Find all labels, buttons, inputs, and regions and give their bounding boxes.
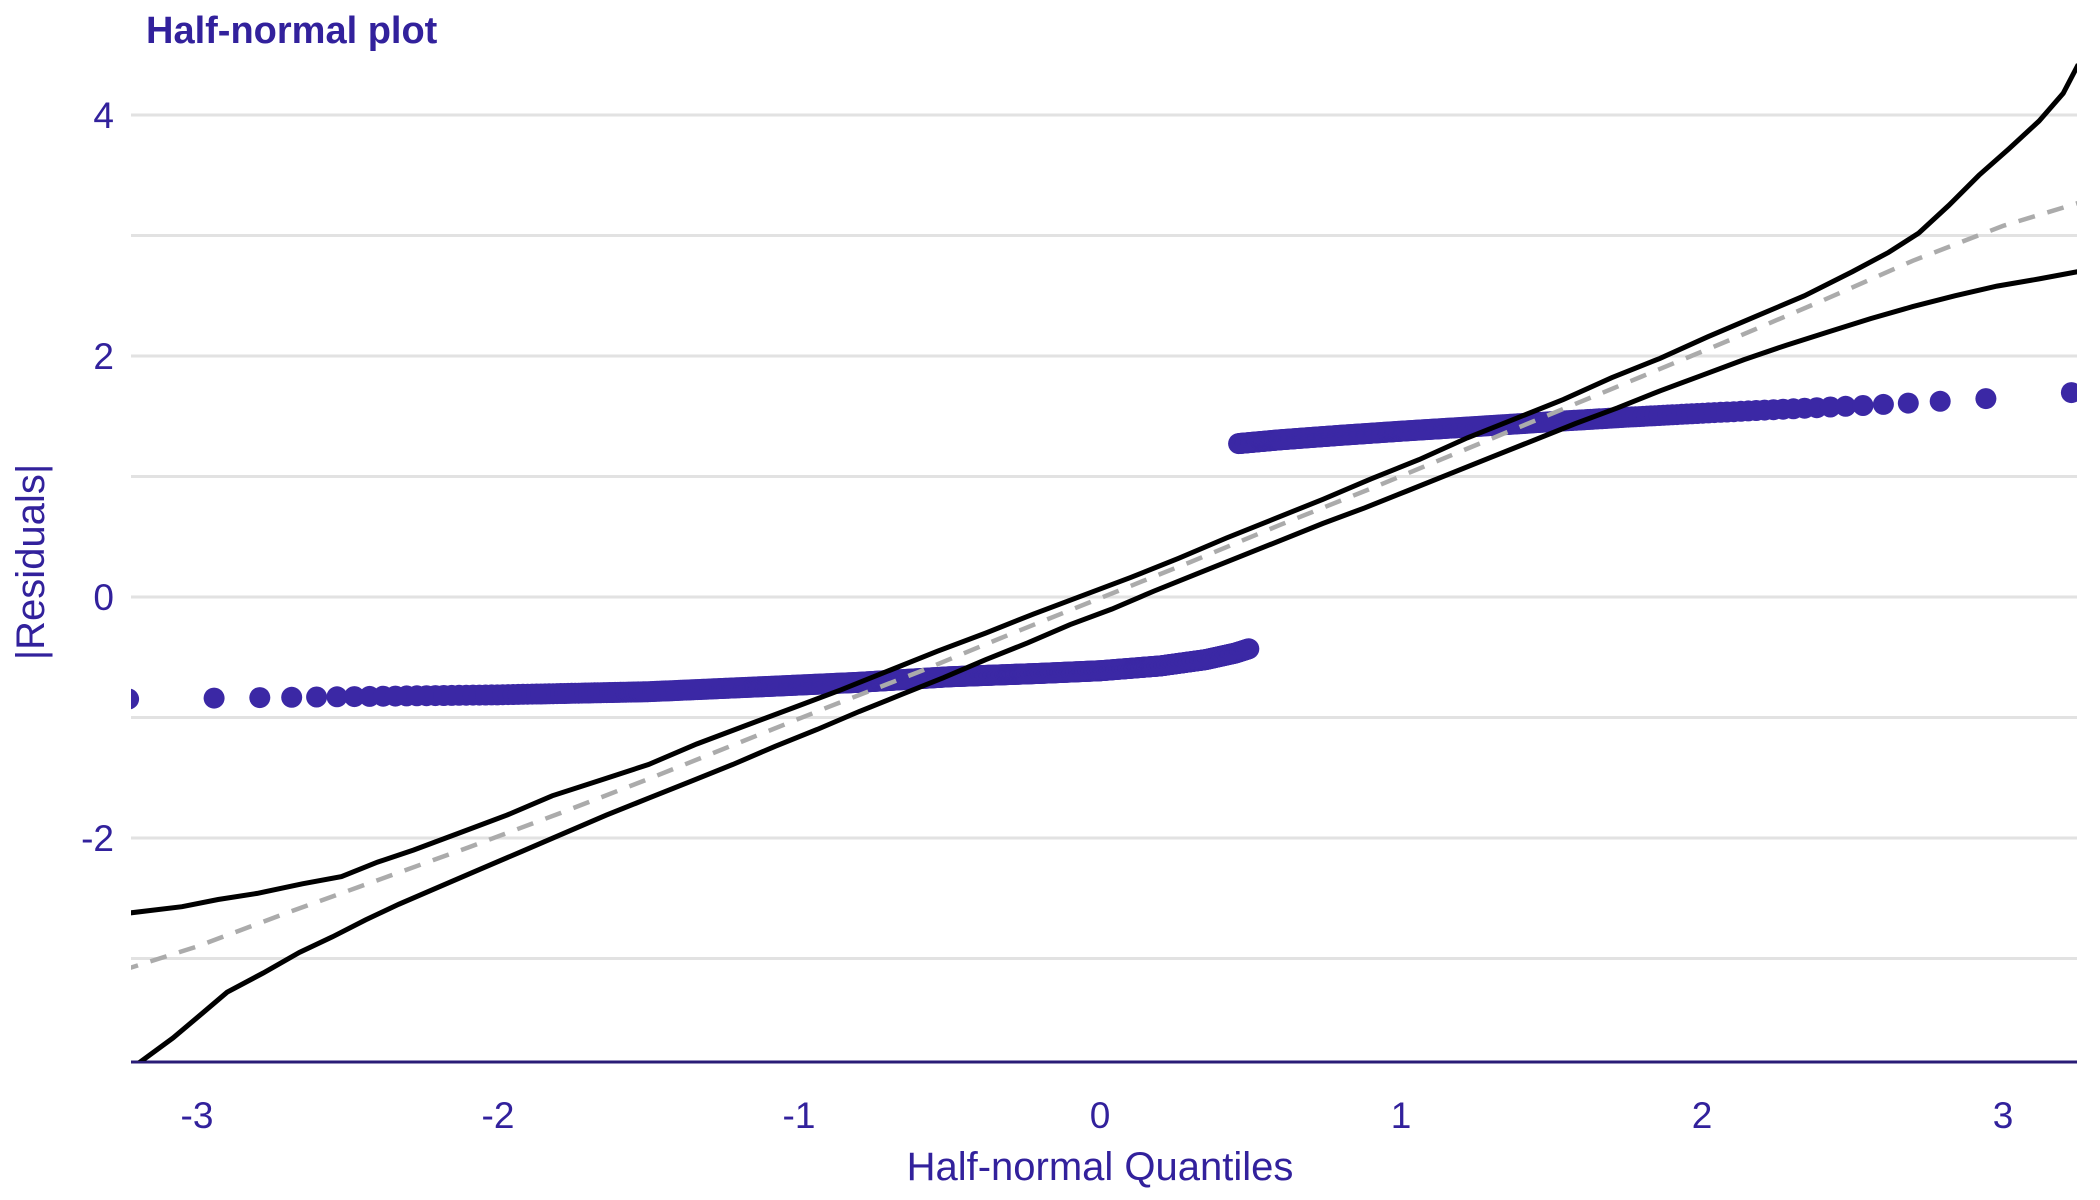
y-tick-label: 0 [93,577,114,618]
x-axis-label: Half-normal Quantiles [907,1145,1294,1189]
data-point [326,686,348,708]
panel-data-area [131,63,2077,1061]
data-point [1852,395,1874,416]
x-tick-label: -1 [783,1095,816,1136]
data-point [1819,396,1841,418]
data-point [306,686,328,708]
data-point [1975,388,1997,410]
envelope-upper-line [131,63,2077,916]
x-tick-label: -2 [482,1095,515,1136]
x-tick-label: 0 [1090,1095,1111,1136]
data-point [1835,395,1857,417]
median-dashed-line [131,201,2077,970]
data-point [2060,382,2077,404]
data-point [1897,392,1919,414]
x-tick-label: 1 [1391,1095,1412,1136]
data-point [1929,390,1951,412]
x-tick-label: 2 [1692,1095,1713,1136]
plot-title: Half-normal plot [146,10,438,52]
data-point [131,688,140,710]
x-tick-label: -3 [181,1095,214,1136]
data-point [281,686,303,708]
x-tick-label: 3 [1993,1095,2014,1136]
y-tick-label: -2 [81,818,114,859]
x-axis-tick-labels: -3 -2 -1 0 1 2 3 [181,1095,2014,1136]
data-point [343,686,365,708]
y-axis-label: |Residuals| [9,464,53,660]
data-point [249,687,271,709]
data-point [1872,393,1894,415]
y-tick-label: 4 [93,95,114,136]
y-axis-tick-labels: 4 2 0 -2 [81,95,114,859]
envelope-lower-line [137,269,2077,1061]
gridlines [131,113,2077,960]
data-point [203,687,225,709]
y-tick-label: 2 [93,336,114,377]
data-point [1238,638,1260,660]
